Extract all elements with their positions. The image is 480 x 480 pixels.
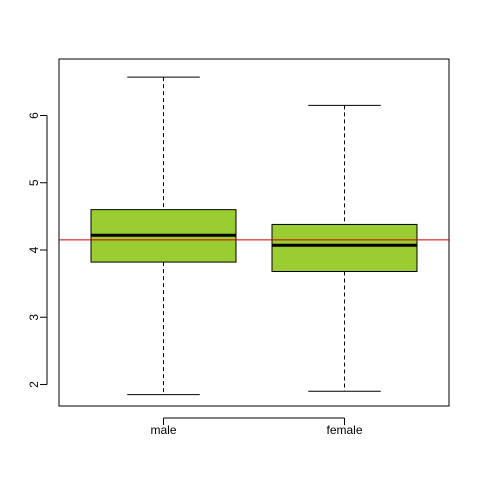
box-male [90,76,237,396]
iqr-box [271,223,418,273]
x-tick-label-male: male [150,423,176,437]
y-axis: 2 3 4 5 6 [27,112,48,388]
plot-frame [58,58,450,407]
y-tick-label: 2 [27,381,41,388]
y-tick-label: 6 [27,112,41,119]
y-tick-label: 4 [27,246,41,253]
x-tick-label-female: female [326,423,362,437]
x-axis: male female [150,417,363,437]
boxes-layer [90,76,418,396]
y-tick-label: 3 [27,314,41,321]
y-tick-label: 5 [27,179,41,186]
box-female [271,104,418,392]
